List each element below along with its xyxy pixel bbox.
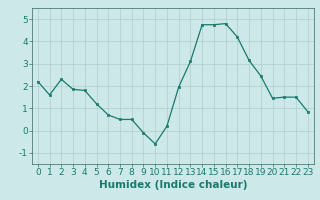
X-axis label: Humidex (Indice chaleur): Humidex (Indice chaleur)	[99, 180, 247, 190]
